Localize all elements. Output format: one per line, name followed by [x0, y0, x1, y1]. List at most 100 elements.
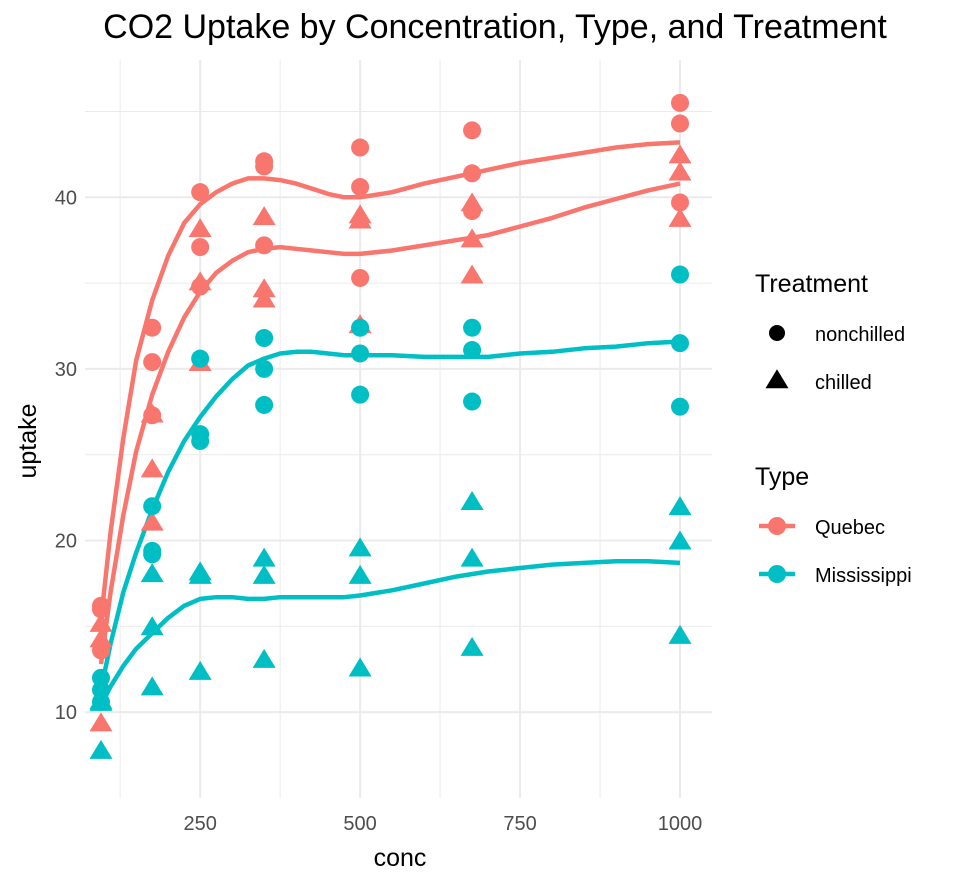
data-point-triangle [89, 612, 113, 632]
tick-labels: 250 500 750 1000 10 20 30 40 [55, 187, 703, 835]
data-point-circle [463, 121, 482, 140]
data-point-triangle [460, 228, 484, 248]
smooth-line-quebec-nonchilled [98, 140, 681, 620]
data-point-triangle [89, 628, 113, 648]
data-points [89, 93, 692, 759]
data-point-circle [671, 397, 690, 416]
data-point-circle [351, 138, 370, 157]
data-point-circle [671, 193, 690, 212]
smooth-lines [98, 140, 681, 707]
x-axis-title: conc [374, 844, 427, 872]
y-axis-title: uptake [14, 403, 42, 478]
y-tick-label: 30 [55, 359, 77, 381]
data-point-triangle [668, 161, 692, 181]
data-point-triangle [460, 264, 484, 284]
legend-title-treatment: Treatment [755, 270, 868, 298]
data-point-triangle [188, 564, 212, 584]
data-point-circle [463, 164, 482, 183]
data-point-triangle [668, 624, 692, 644]
x-tick-label: 750 [503, 813, 536, 835]
data-point-triangle [668, 144, 692, 164]
data-point-triangle [252, 547, 276, 567]
data-point-triangle [140, 563, 164, 583]
legend-label-chilled: chilled [815, 372, 872, 394]
data-point-circle [191, 183, 210, 202]
data-point-circle [351, 318, 370, 337]
chart-title: CO2 Uptake by Concentration, Type, and T… [103, 8, 887, 46]
data-point-circle [191, 238, 210, 257]
data-point-triangle [89, 712, 113, 732]
data-point-triangle [348, 204, 372, 224]
data-point-circle [191, 349, 210, 368]
data-point-circle [351, 385, 370, 404]
data-point-triangle [140, 676, 164, 696]
data-point-circle [351, 178, 370, 197]
smooth-line-mississippi-nonchilled [98, 339, 681, 691]
data-point-circle [463, 341, 482, 360]
data-point-circle [91, 680, 110, 699]
data-point-circle [671, 93, 690, 112]
data-point-circle [91, 596, 110, 615]
data-point-circle [143, 318, 162, 337]
data-point-circle [671, 265, 690, 284]
data-point-circle [255, 395, 274, 414]
y-tick-label: 10 [55, 702, 77, 724]
data-point-triangle [188, 271, 212, 291]
data-point-triangle [460, 636, 484, 656]
data-point-triangle [668, 530, 692, 550]
smooth-line-mississippi-chilled [98, 558, 681, 707]
legend-label-mississippi: Mississippi [815, 565, 912, 587]
data-point-triangle [188, 218, 212, 238]
data-point-triangle [668, 207, 692, 227]
data-point-triangle [252, 564, 276, 584]
data-point-circle [255, 152, 274, 171]
legend-point-quebec [768, 517, 786, 535]
data-point-circle [351, 344, 370, 363]
data-point-circle [671, 334, 690, 353]
smooth-line-quebec-chilled [98, 181, 681, 665]
legend-title-type: Type [755, 463, 809, 491]
data-point-triangle [460, 192, 484, 212]
legend-label-quebec: Quebec [815, 517, 885, 539]
data-point-triangle [252, 288, 276, 308]
y-tick-label: 20 [55, 531, 77, 553]
data-point-circle [143, 541, 162, 560]
data-point-triangle [252, 206, 276, 226]
data-point-circle [671, 114, 690, 133]
data-point-triangle [140, 403, 164, 423]
data-point-triangle [348, 537, 372, 557]
x-tick-label: 1000 [658, 813, 703, 835]
data-point-circle [463, 318, 482, 337]
data-point-triangle [252, 648, 276, 668]
data-point-triangle [252, 278, 276, 298]
data-point-triangle [188, 660, 212, 680]
data-point-triangle [348, 657, 372, 677]
data-point-circle [191, 432, 210, 451]
legend: Treatment nonchilled chilled Type Quebec Miss… [755, 270, 912, 587]
data-point-triangle [89, 739, 113, 759]
legend-label-nonchilled: nonchilled [815, 324, 905, 346]
data-point-triangle [140, 511, 164, 531]
data-point-circle [463, 392, 482, 411]
legend-triangle-icon [765, 369, 789, 389]
data-point-triangle [140, 458, 164, 478]
data-point-circle [143, 497, 162, 516]
data-point-circle [255, 359, 274, 378]
data-point-circle [255, 329, 274, 348]
data-point-triangle [89, 690, 113, 710]
data-point-triangle [668, 496, 692, 516]
data-point-triangle [348, 564, 372, 584]
grid-lines [85, 60, 712, 798]
x-tick-label: 500 [343, 813, 376, 835]
x-tick-label: 250 [183, 813, 216, 835]
legend-circle-icon [769, 325, 785, 341]
data-point-circle [351, 268, 370, 287]
data-point-triangle [460, 491, 484, 511]
legend-point-mississippi [768, 565, 786, 583]
y-tick-label: 40 [55, 187, 77, 209]
data-point-triangle [140, 616, 164, 636]
data-point-triangle [460, 547, 484, 567]
data-point-circle [255, 236, 274, 255]
data-point-circle [143, 353, 162, 372]
